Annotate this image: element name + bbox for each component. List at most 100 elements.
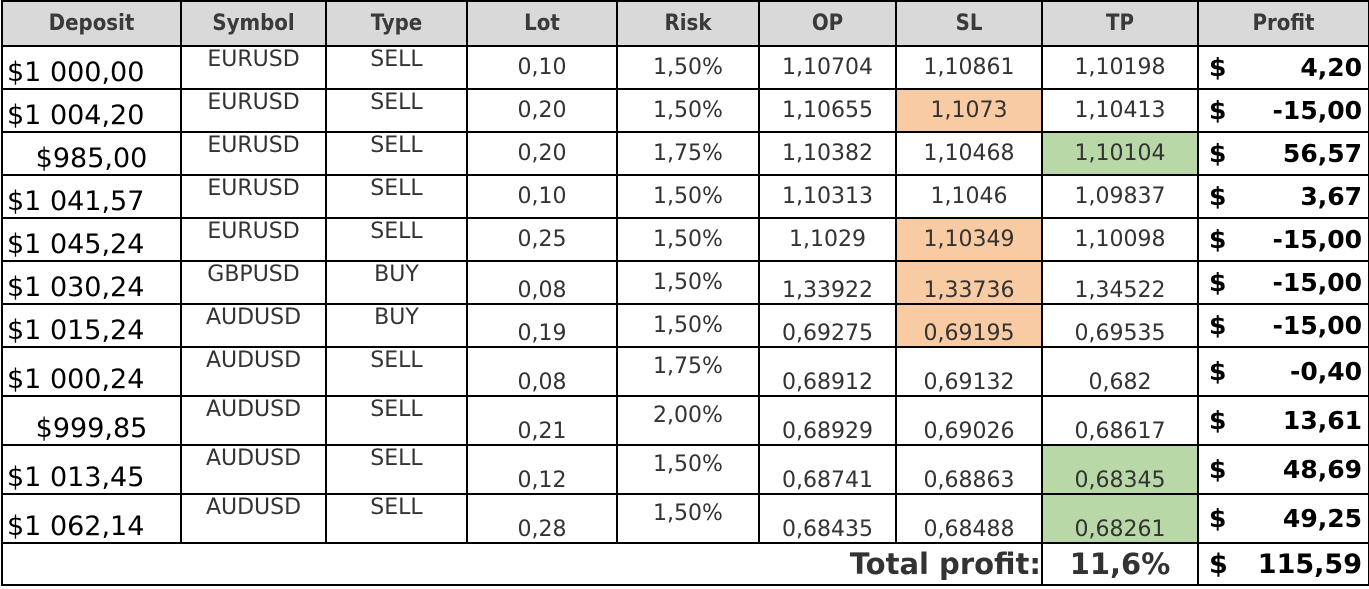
symbol-cell: EURUSD	[180, 45, 327, 90]
profit-cell: $ -15,00	[1197, 217, 1369, 262]
deposit-cell: $1 045,24	[1, 217, 182, 262]
tp-cell: 0,68345	[1041, 444, 1199, 495]
sl-cell: 1,10468	[895, 131, 1043, 176]
table-row: $999,85 AUDUSD SELL 0,21 2,00% 0,68929 0,69026…	[1, 395, 1369, 446]
type-cell: SELL	[325, 45, 468, 90]
type-cell: SELL	[325, 444, 468, 495]
profit-cell: $ -15,00	[1197, 88, 1369, 133]
table-row: $1 000,00 EURUSD SELL 0,10 1,50% 1,10704 1,108…	[1, 45, 1369, 90]
currency-symbol: $	[1209, 268, 1227, 297]
op-cell: 0,68435	[758, 493, 897, 544]
tp-cell: 1,09837	[1041, 174, 1199, 219]
op-cell: 1,33922	[758, 260, 897, 305]
header-row: Deposit Symbol Type Lot Risk OP SL TP Profit	[1, 0, 1369, 47]
op-cell: 1,10655	[758, 88, 897, 133]
symbol-cell: AUDUSD	[180, 303, 327, 348]
column-header-type: Type	[325, 0, 468, 47]
tp-cell: 0,69535	[1041, 303, 1199, 348]
currency-symbol: $	[1209, 96, 1227, 125]
column-header-deposit: Deposit	[1, 0, 182, 47]
risk-cell: 2,00%	[616, 395, 760, 446]
profit-value: 56,57	[1282, 139, 1362, 168]
op-cell: 0,68741	[758, 444, 897, 495]
profit-cell: $ -15,00	[1197, 260, 1369, 305]
sl-cell: 1,1046	[895, 174, 1043, 219]
deposit-cell: $1 041,57	[1, 174, 182, 219]
deposit-cell: $999,85	[1, 395, 182, 446]
symbol-cell: EURUSD	[180, 88, 327, 133]
profit-value: 3,67	[1300, 182, 1362, 211]
deposit-cell: $1 062,14	[1, 493, 182, 544]
sl-cell: 0,69026	[895, 395, 1043, 446]
currency-symbol: $	[1209, 225, 1227, 254]
profit-value: -15,00	[1272, 268, 1362, 297]
deposit-cell: $1 000,24	[1, 346, 182, 397]
tp-cell: 0,68617	[1041, 395, 1199, 446]
currency-symbol: $	[1209, 139, 1227, 168]
total-amount-value: 115,59	[1257, 548, 1362, 580]
currency-symbol: $	[1209, 455, 1227, 484]
profit-value: -15,00	[1272, 225, 1362, 254]
deposit-cell: $1 015,24	[1, 303, 182, 348]
table-row: $1 004,20 EURUSD SELL 0,20 1,50% 1,10655 1,107…	[1, 88, 1369, 133]
lot-cell: 0,12	[466, 444, 618, 495]
op-cell: 0,68929	[758, 395, 897, 446]
table-row: $1 041,57 EURUSD SELL 0,10 1,50% 1,10313 1,104…	[1, 174, 1369, 219]
deposit-cell: $1 013,45	[1, 444, 182, 495]
risk-cell: 1,50%	[616, 303, 760, 348]
table-row: $1 000,24 AUDUSD SELL 0,08 1,75% 0,68912 0,691…	[1, 346, 1369, 397]
sl-cell: 1,1073	[895, 88, 1043, 133]
type-cell: SELL	[325, 217, 468, 262]
lot-cell: 0,10	[466, 45, 618, 90]
column-header-lot: Lot	[466, 0, 618, 47]
op-cell: 1,10382	[758, 131, 897, 176]
tp-cell: 1,10104	[1041, 131, 1199, 176]
profit-value: -15,00	[1272, 96, 1362, 125]
sl-cell: 0,69132	[895, 346, 1043, 397]
deposit-cell: $985,00	[1, 131, 182, 176]
table-row: $1 015,24 AUDUSD BUY 0,19 1,50% 0,69275 0,6919…	[1, 303, 1369, 348]
type-cell: SELL	[325, 131, 468, 176]
column-header-profit: Profit	[1197, 0, 1369, 47]
deposit-cell: $1 030,24	[1, 260, 182, 305]
lot-cell: 0,25	[466, 217, 618, 262]
table-row: $1 030,24 GBPUSD BUY 0,08 1,50% 1,33922 1,3373…	[1, 260, 1369, 305]
risk-cell: 1,50%	[616, 444, 760, 495]
column-header-op: OP	[758, 0, 897, 47]
type-cell: SELL	[325, 493, 468, 544]
risk-cell: 1,50%	[616, 217, 760, 262]
deposit-cell: $1 004,20	[1, 88, 182, 133]
currency-symbol: $	[1209, 357, 1227, 386]
table-row: $1 062,14 AUDUSD SELL 0,28 1,50% 0,68435 0,684…	[1, 493, 1369, 544]
table-row: $1 013,45 AUDUSD SELL 0,12 1,50% 0,68741 0,688…	[1, 444, 1369, 495]
tp-cell: 1,10098	[1041, 217, 1199, 262]
type-cell: BUY	[325, 303, 468, 348]
symbol-cell: AUDUSD	[180, 346, 327, 397]
profit-cell: $49,25	[1197, 493, 1369, 544]
lot-cell: 0,21	[466, 395, 618, 446]
type-cell: BUY	[325, 260, 468, 305]
symbol-cell: AUDUSD	[180, 493, 327, 544]
tp-cell: 1,34522	[1041, 260, 1199, 305]
currency-symbol: $	[1209, 548, 1228, 580]
table-body: $1 000,00 EURUSD SELL 0,10 1,50% 1,10704 1,108…	[1, 45, 1369, 544]
profit-cell: $56,57	[1197, 131, 1369, 176]
lot-cell: 0,19	[466, 303, 618, 348]
profit-value: 13,61	[1282, 406, 1362, 435]
op-cell: 1,10313	[758, 174, 897, 219]
column-header-sl: SL	[895, 0, 1043, 47]
profit-value: 4,20	[1300, 53, 1362, 82]
sl-cell: 0,69195	[895, 303, 1043, 348]
total-profit-amount: $ 115,59	[1197, 542, 1369, 586]
risk-cell: 1,50%	[616, 88, 760, 133]
lot-cell: 0,08	[466, 346, 618, 397]
column-header-symbol: Symbol	[180, 0, 327, 47]
profit-value: -0,40	[1289, 357, 1362, 386]
sl-cell: 1,33736	[895, 260, 1043, 305]
lot-cell: 0,10	[466, 174, 618, 219]
profit-cell: $4,20	[1197, 45, 1369, 90]
profit-cell: $13,61	[1197, 395, 1369, 446]
sl-cell: 0,68863	[895, 444, 1043, 495]
op-cell: 1,10704	[758, 45, 897, 90]
total-row: Total profit: 11,6% $ 115,59	[1, 542, 1369, 586]
